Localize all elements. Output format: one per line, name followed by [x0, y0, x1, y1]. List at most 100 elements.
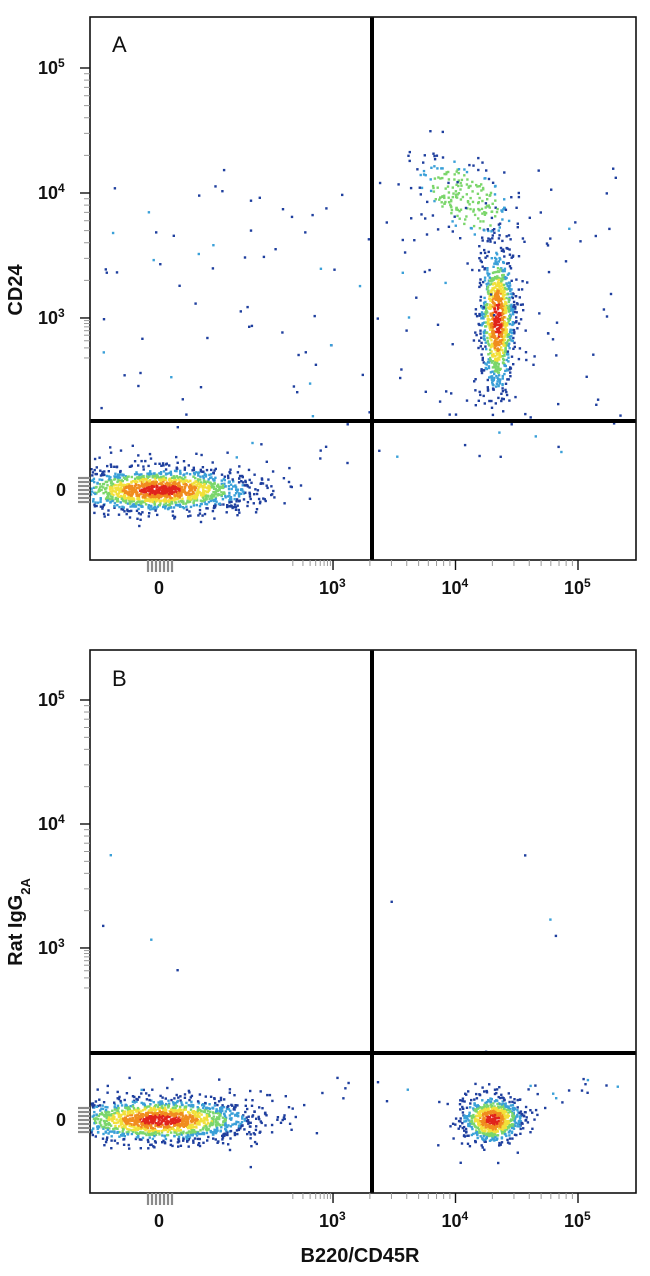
- event-point: [131, 480, 135, 483]
- event-point: [188, 490, 191, 493]
- event-point: [152, 480, 155, 483]
- event-point: [488, 1083, 491, 1086]
- event-point: [212, 493, 216, 497]
- event-point: [304, 231, 307, 234]
- event-point: [233, 1131, 236, 1135]
- event-point: [144, 496, 147, 499]
- event-point: [195, 480, 198, 484]
- event-point: [505, 246, 508, 250]
- event-point: [183, 488, 186, 492]
- event-point: [249, 1165, 252, 1169]
- event-point: [129, 1125, 133, 1128]
- event-point: [346, 461, 349, 465]
- event-point: [486, 386, 489, 389]
- event-point: [507, 1114, 511, 1118]
- event-point: [192, 1141, 195, 1144]
- event-point: [161, 485, 164, 488]
- event-point: [128, 1110, 132, 1113]
- event-point: [485, 363, 488, 366]
- event-point: [191, 1104, 195, 1108]
- event-point: [171, 510, 174, 513]
- event-point: [164, 494, 167, 498]
- event-point: [441, 176, 444, 180]
- event-point: [502, 397, 505, 401]
- event-point: [188, 1136, 192, 1139]
- event-point: [171, 1121, 175, 1124]
- event-point: [508, 1126, 511, 1129]
- event-point: [110, 1117, 113, 1120]
- event-point: [187, 485, 191, 488]
- event-point: [154, 1133, 158, 1137]
- event-point: [288, 466, 291, 470]
- event-point: [510, 331, 513, 335]
- event-point: [503, 335, 506, 338]
- event-point: [144, 1121, 147, 1125]
- event-point: [547, 270, 551, 274]
- event-point: [186, 1117, 189, 1120]
- y-tick-label: 103: [38, 936, 65, 958]
- event-point: [93, 468, 96, 472]
- event-point: [240, 488, 244, 491]
- event-point: [473, 380, 476, 383]
- event-point: [488, 1134, 491, 1137]
- event-point: [494, 292, 497, 295]
- event-point: [429, 130, 432, 133]
- event-point: [526, 1121, 530, 1124]
- event-point: [444, 281, 447, 285]
- event-point: [196, 1131, 199, 1135]
- event-point: [123, 1135, 126, 1138]
- event-point: [459, 1120, 462, 1123]
- event-point: [189, 1108, 193, 1111]
- event-point: [154, 1115, 158, 1119]
- event-point: [467, 1124, 470, 1127]
- event-point: [431, 214, 435, 217]
- event-point: [161, 1123, 164, 1127]
- event-point: [140, 483, 144, 486]
- event-point: [210, 1131, 213, 1134]
- event-point: [194, 1132, 197, 1135]
- event-point: [149, 491, 153, 494]
- event-point: [533, 355, 536, 358]
- event-point: [215, 1108, 218, 1111]
- event-point: [101, 1137, 105, 1140]
- event-point: [117, 1115, 121, 1118]
- event-point: [249, 1121, 252, 1124]
- event-point: [262, 255, 266, 259]
- event-point: [609, 292, 613, 296]
- event-point: [124, 477, 127, 481]
- event-point: [436, 228, 440, 231]
- event-point: [180, 1133, 183, 1136]
- event-point: [162, 1112, 166, 1115]
- event-point: [194, 1125, 198, 1128]
- event-point: [173, 1123, 176, 1127]
- event-point: [121, 1130, 124, 1133]
- event-point: [178, 1108, 181, 1112]
- event-point: [169, 1122, 173, 1125]
- event-point: [144, 503, 148, 506]
- event-point: [116, 1127, 119, 1130]
- event-point: [175, 1093, 178, 1097]
- event-point: [165, 463, 168, 466]
- event-point: [136, 1113, 139, 1116]
- event-point: [507, 298, 510, 301]
- event-point: [119, 501, 122, 504]
- event-point: [489, 326, 493, 329]
- event-point: [481, 236, 484, 239]
- event-point: [118, 505, 121, 509]
- event-point: [151, 491, 154, 494]
- event-point: [221, 486, 224, 489]
- event-point: [98, 456, 101, 459]
- event-point: [486, 254, 489, 258]
- event-point: [436, 186, 439, 189]
- event-point: [175, 469, 178, 473]
- event-point: [213, 1097, 216, 1101]
- event-point: [134, 1137, 138, 1141]
- event-point: [494, 402, 497, 405]
- event-point: [186, 1119, 189, 1122]
- event-point: [138, 1120, 141, 1123]
- event-point: [512, 305, 515, 308]
- event-point: [495, 1088, 499, 1091]
- event-point: [497, 329, 500, 332]
- event-point: [140, 473, 143, 476]
- event-point: [148, 512, 151, 515]
